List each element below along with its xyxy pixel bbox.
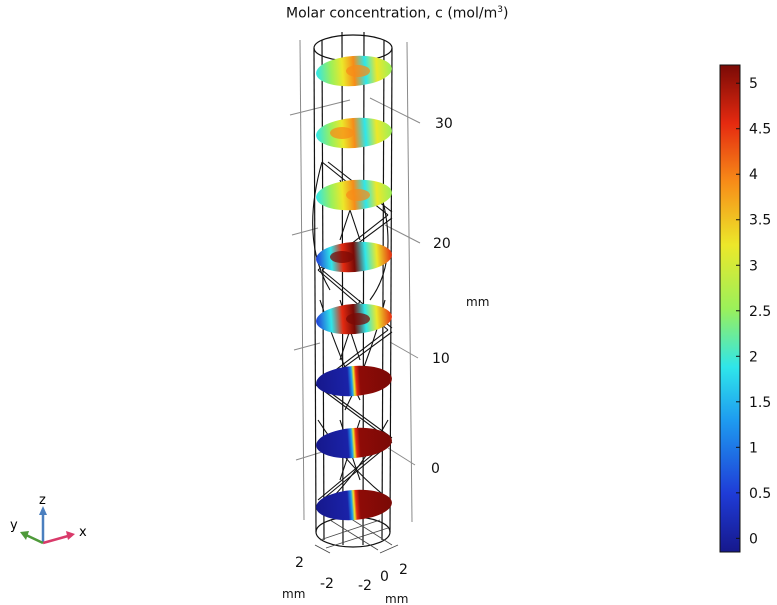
base-grid xyxy=(314,514,399,554)
z-tick-label-1: 10 xyxy=(432,351,450,367)
colorbar xyxy=(719,64,741,553)
colorbar-tick-label-1: 0.5 xyxy=(749,486,771,502)
slice-3-blob xyxy=(346,313,370,325)
slice-6-blob xyxy=(330,127,354,139)
colorbar-tick-label-6: 3 xyxy=(749,258,758,274)
z-axis: 0 10 20 30 xyxy=(431,116,453,477)
cylinder-outline xyxy=(313,31,393,548)
colorbar-tick-label-2: 1 xyxy=(749,440,758,456)
colorbar-tick-label-4: 2 xyxy=(749,349,758,365)
colorbar-ticks: 0 0.5 1 1.5 2 2.5 3 3.5 4 4.5 5 xyxy=(736,76,771,547)
slice-0 xyxy=(316,489,392,521)
slice-5-blob xyxy=(346,189,370,201)
slice-1 xyxy=(316,427,392,459)
z-tick-label-2: 20 xyxy=(433,236,451,252)
z-tick-label-3: 30 xyxy=(435,116,453,132)
z-tick-label-0: 0 xyxy=(431,461,440,477)
base-x-tick-1: 2 xyxy=(295,555,304,571)
chart-title: Molar concentration, c (mol/m3) xyxy=(286,5,508,22)
colorbar-tick-label-3: 1.5 xyxy=(749,395,771,411)
colorbar-tick-label-9: 4.5 xyxy=(749,122,771,138)
slices xyxy=(316,55,392,521)
slice-7-blob xyxy=(346,65,370,77)
axis-triad: z x y xyxy=(10,493,87,545)
triad-x-label: x xyxy=(79,525,87,540)
base-y-tick-2: 0 xyxy=(380,569,389,585)
base-x-label: mm xyxy=(282,587,305,601)
triad-y-label: y xyxy=(10,518,18,533)
chart-title-sup: 3 xyxy=(497,5,503,15)
base-x-tick-2: -2 xyxy=(320,576,334,592)
slice-4-blob xyxy=(330,251,354,263)
chart-title-tail: ) xyxy=(502,5,509,22)
colorbar-tick-label-7: 3.5 xyxy=(749,213,771,229)
colorbar-tick-label-10: 5 xyxy=(749,76,758,92)
colorbar-tick-label-5: 2.5 xyxy=(749,304,771,320)
colorbar-tick-label-0: 0 xyxy=(749,531,758,547)
z-axis-label: mm xyxy=(466,295,489,309)
base-y-tick-1: -2 xyxy=(358,578,372,594)
triad-z-label: z xyxy=(39,493,46,508)
base-y-tick-3: 2 xyxy=(399,562,408,578)
slice-2 xyxy=(316,365,392,397)
base-y-label: mm xyxy=(385,592,408,605)
colorbar-tick-label-8: 4 xyxy=(749,167,758,183)
chart-title-main: Molar concentration, c (mol/m xyxy=(286,5,498,22)
